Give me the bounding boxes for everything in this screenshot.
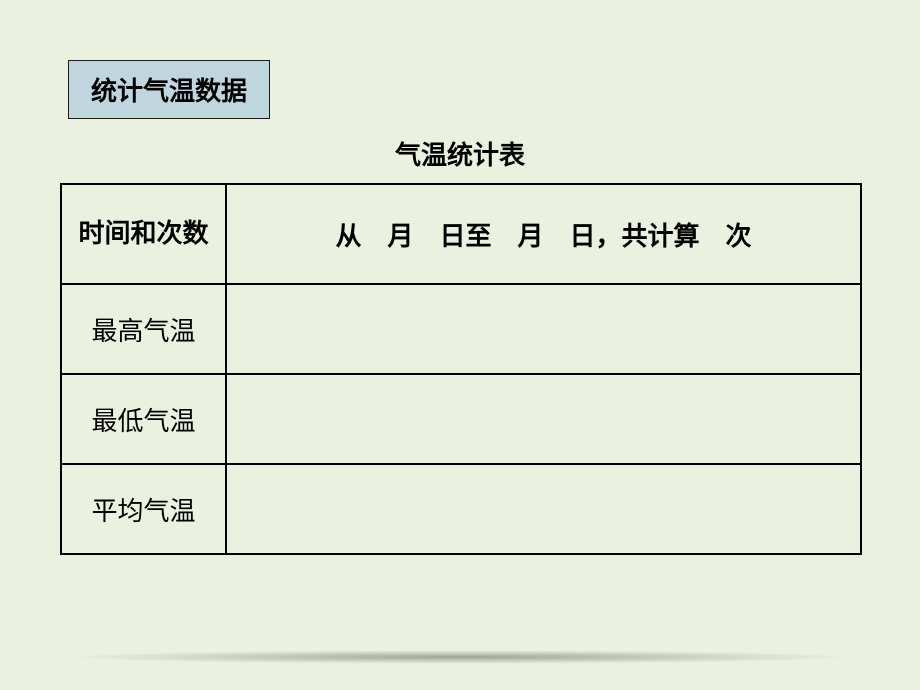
table-title: 气温统计表: [0, 135, 920, 172]
section-badge: 统计气温数据: [68, 60, 270, 119]
badge-text: 统计气温数据: [91, 76, 247, 106]
header-time-count: 时间和次数: [61, 184, 226, 284]
header-date-range: 从 月 日至 月 日，共计算 次: [226, 184, 861, 284]
row-label-max: 最高气温: [61, 284, 226, 374]
row-label-min: 最低气温: [61, 374, 226, 464]
table-shadow: [60, 650, 860, 664]
table-header-row: 时间和次数 从 月 日至 月 日，共计算 次: [61, 184, 861, 284]
temperature-table: 时间和次数 从 月 日至 月 日，共计算 次 最高气温 最低气温 平均气温: [60, 183, 862, 555]
table-row: 最低气温: [61, 374, 861, 464]
row-value-max: [226, 284, 861, 374]
table-row: 平均气温: [61, 464, 861, 554]
row-value-min: [226, 374, 861, 464]
row-value-avg: [226, 464, 861, 554]
row-label-avg: 平均气温: [61, 464, 226, 554]
table-row: 最高气温: [61, 284, 861, 374]
